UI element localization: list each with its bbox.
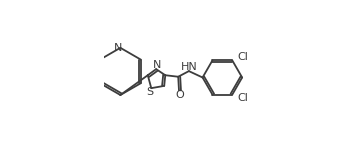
Text: N: N [114, 42, 122, 53]
Text: N: N [153, 60, 161, 70]
Text: HN: HN [181, 62, 198, 72]
Text: S: S [147, 87, 154, 97]
Text: Cl: Cl [237, 52, 248, 62]
Text: Cl: Cl [237, 93, 248, 103]
Text: O: O [175, 90, 184, 100]
